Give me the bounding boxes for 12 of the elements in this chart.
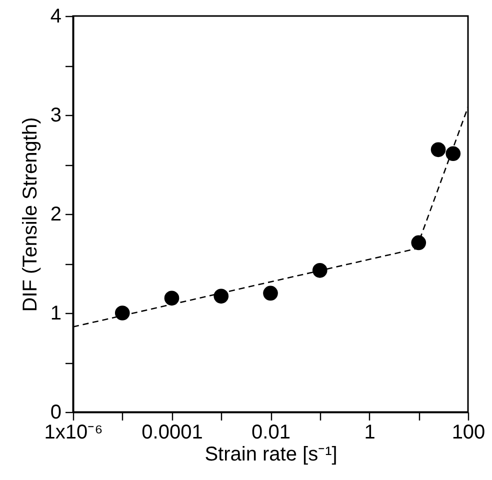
y-tick-label: 0 [50,402,62,424]
x-tick-label: 100 [452,422,486,444]
x-tick-label: 1x10⁻⁶ [44,422,103,444]
y-tick-label: 2 [50,204,62,226]
y-tick-label: 1 [50,302,62,324]
x-axis-title: Strain rate [s⁻¹] [204,444,338,466]
x-tick-label: 0.01 [252,422,290,444]
x-tick-label: 0.0001 [142,422,203,444]
y-axis-title: DIF (Tensile Strength) [19,117,42,312]
y-tick-label: 4 [50,6,62,28]
y-tick-label: 3 [50,104,62,126]
x-tick-label: 1 [364,422,376,444]
